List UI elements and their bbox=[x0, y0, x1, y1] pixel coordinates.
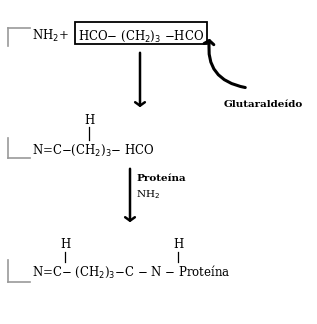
Text: Glutaraldeído: Glutaraldeído bbox=[223, 100, 303, 109]
Text: NH$_2$: NH$_2$ bbox=[136, 188, 160, 201]
FancyBboxPatch shape bbox=[75, 22, 207, 44]
Text: NH$_2$+: NH$_2$+ bbox=[32, 28, 69, 44]
Text: H: H bbox=[60, 238, 70, 251]
Text: N=C$-$(CH$_2$)$_3$$-$ HCO: N=C$-$(CH$_2$)$_3$$-$ HCO bbox=[32, 143, 155, 157]
Text: Proteína: Proteína bbox=[136, 174, 186, 183]
Text: N=C$-$ (CH$_2$)$_3$$-$C $-$ N $-$ Proteína: N=C$-$ (CH$_2$)$_3$$-$C $-$ N $-$ Proteí… bbox=[32, 264, 230, 280]
Text: H: H bbox=[84, 113, 94, 126]
Text: HCO$-$ (CH$_2$)$_3$ $-$HCO: HCO$-$ (CH$_2$)$_3$ $-$HCO bbox=[78, 29, 204, 44]
Text: H: H bbox=[173, 238, 183, 251]
